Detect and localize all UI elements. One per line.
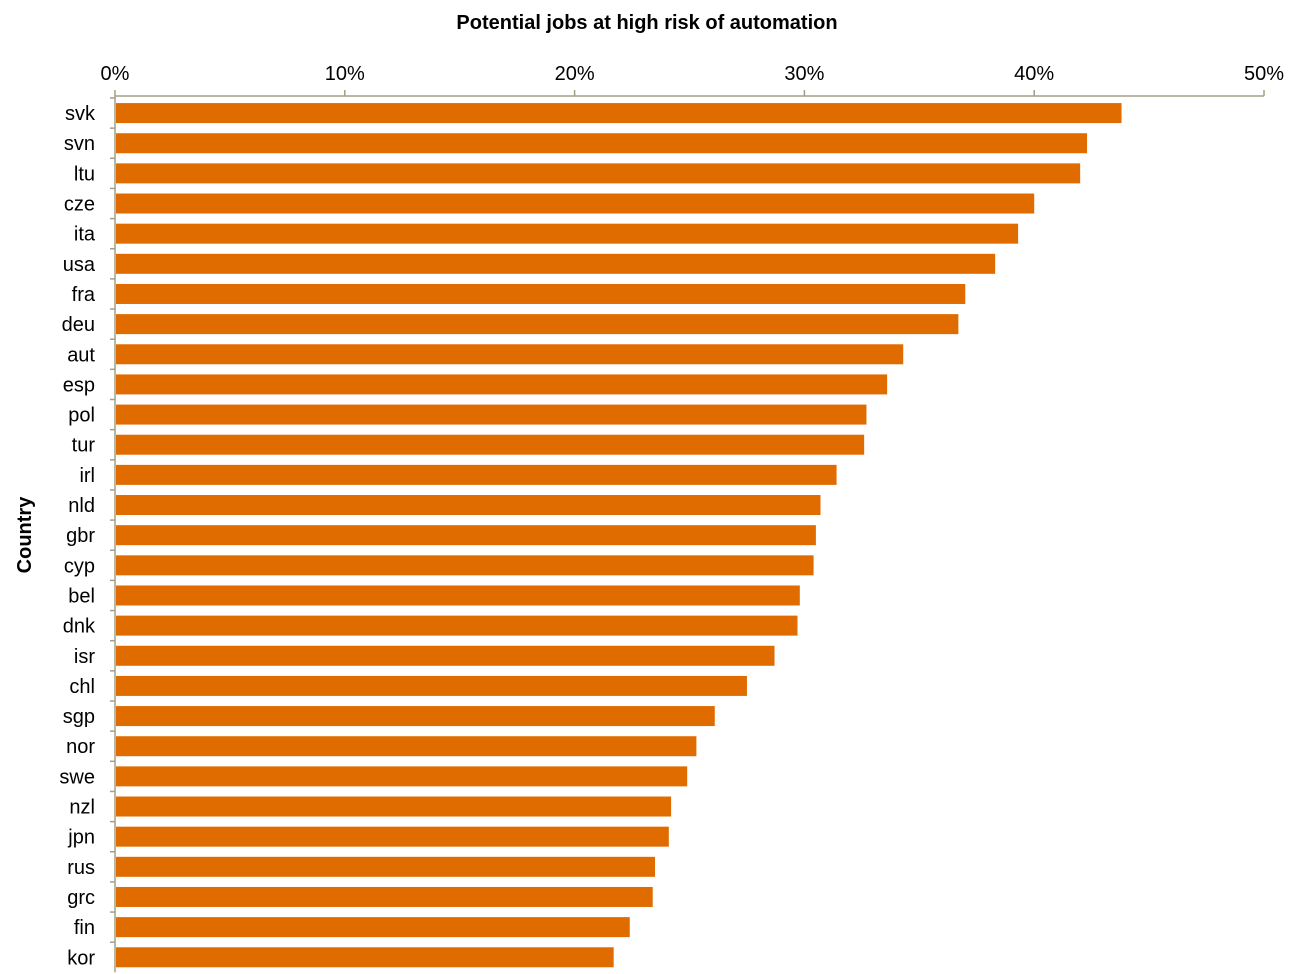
category-label: ita <box>74 224 96 246</box>
bar <box>116 223 1019 244</box>
x-tick-label: 10% <box>325 63 365 85</box>
bar <box>116 766 688 787</box>
category-label: ltu <box>74 163 95 185</box>
category-label: sgp <box>63 706 95 728</box>
bar <box>116 344 904 365</box>
category-label: gbr <box>66 525 95 547</box>
bar <box>116 495 821 516</box>
bar <box>116 675 747 696</box>
bar <box>116 585 800 606</box>
x-axis-ticks: 0% 10% 20% 30% 40% 50% <box>101 63 1285 85</box>
bar <box>116 253 996 274</box>
category-label: tur <box>72 435 96 457</box>
category-label: cyp <box>64 555 95 577</box>
bar <box>116 404 867 425</box>
category-label: cze <box>64 194 95 216</box>
category-label: deu <box>62 314 95 336</box>
category-label: fra <box>72 284 96 306</box>
category-label: isr <box>74 646 95 668</box>
category-label: nor <box>66 736 95 758</box>
bar <box>116 193 1035 214</box>
category-label: fin <box>74 917 95 939</box>
category-label: irl <box>79 465 95 487</box>
bar <box>116 917 630 938</box>
category-label: esp <box>63 374 95 396</box>
category-label: svk <box>65 103 96 125</box>
bar <box>116 314 959 335</box>
category-label: pol <box>68 405 95 427</box>
bar <box>116 886 653 907</box>
bar <box>116 736 697 757</box>
category-label: grc <box>67 887 95 909</box>
x-tick-label: 40% <box>1014 63 1054 85</box>
bar <box>116 133 1088 154</box>
bar <box>116 706 715 727</box>
bar <box>116 525 816 546</box>
category-labels: svk svn ltu cze ita usa fra deu aut esp pol tur irl n… <box>59 103 96 969</box>
category-label: rus <box>67 857 95 879</box>
x-tick-label: 0% <box>101 63 130 85</box>
category-label: svn <box>64 133 95 155</box>
bar <box>116 374 888 395</box>
bar <box>116 856 656 877</box>
bar <box>116 283 966 304</box>
category-label: kor <box>67 947 95 969</box>
bar <box>116 796 672 817</box>
category-label: chl <box>69 676 95 698</box>
bar <box>116 163 1081 184</box>
bar <box>116 464 837 485</box>
chart-title: Potential jobs at high risk of automatio… <box>456 12 837 34</box>
bar <box>116 103 1122 124</box>
bar <box>116 826 669 847</box>
x-tick-label: 50% <box>1244 63 1284 85</box>
category-label: nzl <box>69 797 95 819</box>
y-axis-title: Country <box>14 496 36 574</box>
x-tick-label: 20% <box>555 63 595 85</box>
bar <box>116 615 798 636</box>
category-label: swe <box>59 766 95 788</box>
x-tick-label: 30% <box>784 63 824 85</box>
category-label: aut <box>67 344 95 366</box>
category-label: nld <box>68 495 95 517</box>
category-label: jpn <box>67 827 95 849</box>
bars <box>116 103 1122 968</box>
bar <box>116 555 814 576</box>
bar <box>116 645 775 666</box>
bar <box>116 947 614 968</box>
category-label: dnk <box>63 616 96 638</box>
axes <box>110 90 1265 973</box>
category-label: usa <box>63 254 96 276</box>
bar <box>116 434 865 455</box>
category-label: bel <box>68 585 95 607</box>
